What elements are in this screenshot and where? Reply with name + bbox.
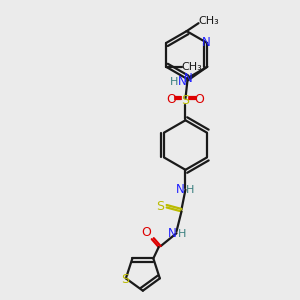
Text: S: S [156,200,164,213]
Text: O: O [141,226,151,239]
Text: N: N [202,37,211,50]
Text: H: H [186,184,195,195]
Text: N: N [178,75,187,88]
Text: S: S [121,273,129,286]
Text: O: O [194,93,204,106]
Text: CH₃: CH₃ [198,16,219,26]
Text: N: N [168,227,177,240]
Text: N: N [184,72,193,85]
Text: H: H [178,229,187,239]
Text: O: O [167,93,176,106]
Text: CH₃: CH₃ [182,62,202,72]
Text: H: H [169,76,178,87]
Text: N: N [176,183,185,196]
Text: S: S [182,94,190,107]
